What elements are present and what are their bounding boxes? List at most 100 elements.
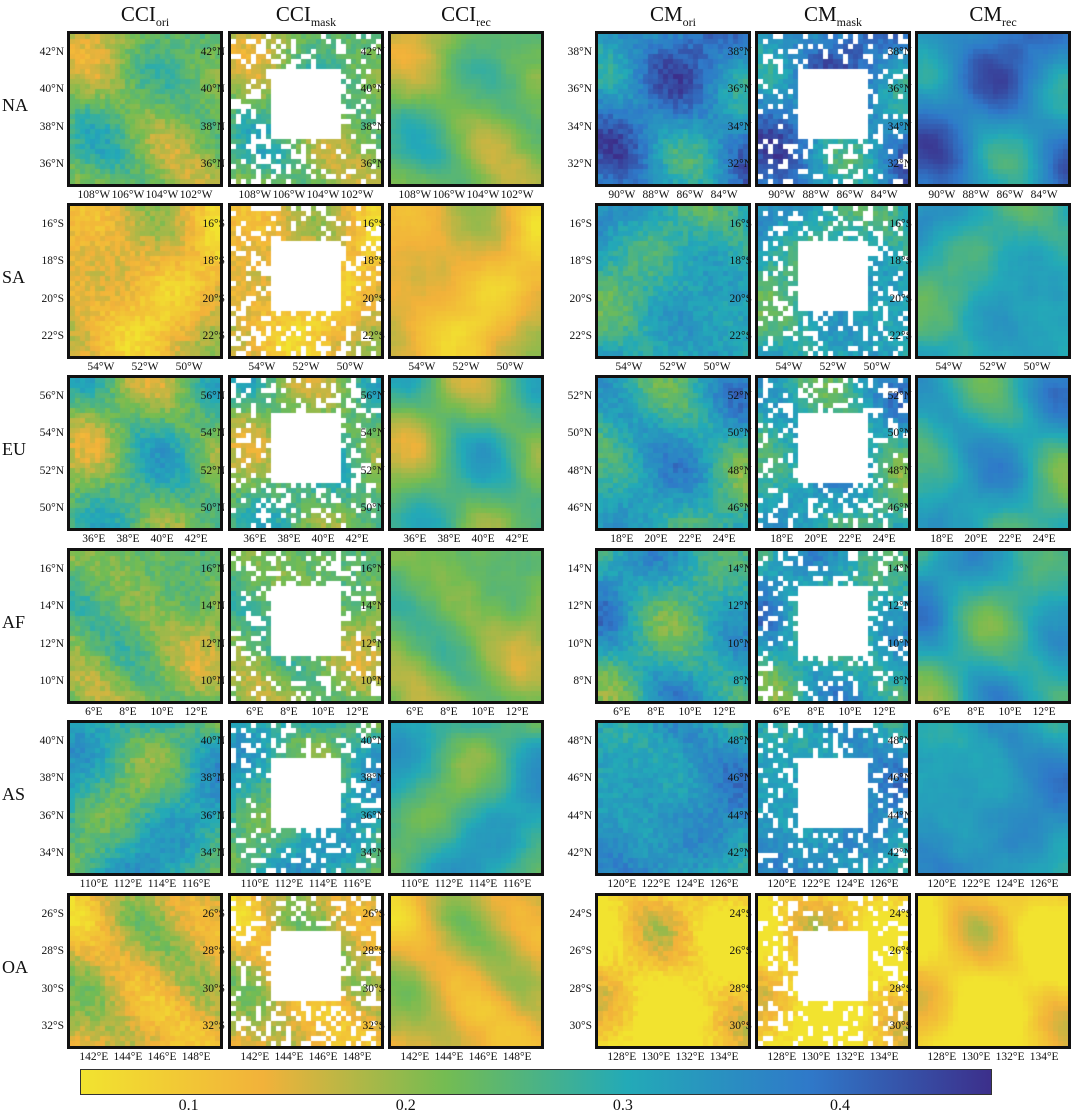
y-tick-label: 10°N xyxy=(727,637,752,650)
y-tick-label: 18°S xyxy=(362,255,386,268)
y-tick-label: 52°N xyxy=(360,464,385,477)
heatmap-na-cm-rec xyxy=(915,31,1071,187)
x-tick-label: 122°E xyxy=(961,878,991,890)
y-tick-label: 28°S xyxy=(729,982,753,995)
colorbar-tick-label: 0.3 xyxy=(612,1097,633,1114)
x-tick-label: 90°W xyxy=(608,189,636,201)
heatmap-sa-cci-rec xyxy=(388,203,544,359)
heatmap-cells xyxy=(231,551,381,701)
x-tick-label: 134°E xyxy=(1029,1051,1059,1063)
x-tick-label: 116°E xyxy=(502,878,532,890)
y-tick-label: 46°N xyxy=(567,502,592,515)
y-tick-label: 22°S xyxy=(569,330,593,343)
x-tick-label: 38°E xyxy=(277,533,301,545)
y-tick-label: 36°N xyxy=(39,158,64,171)
x-tick-label: 84°W xyxy=(710,189,738,201)
colorbar-tick-label: 0.1 xyxy=(178,1097,199,1114)
y-tick-label: 26°S xyxy=(202,907,226,920)
heatmap-as-cm-rec xyxy=(915,720,1071,876)
x-tick-label: 36°E xyxy=(243,533,267,545)
x-tick-label: 148°E xyxy=(502,1051,532,1063)
heatmap-cells xyxy=(918,378,1068,528)
y-tick-label: 30°S xyxy=(569,1020,593,1033)
y-tick-label: 26°S xyxy=(362,907,386,920)
y-tick-label: 48°N xyxy=(567,734,592,747)
x-tick-label: 8°E xyxy=(119,706,137,718)
y-tick-label: 36°N xyxy=(200,158,225,171)
x-tick-label: 104°W xyxy=(466,189,500,201)
x-tick-label: 52°W xyxy=(292,361,320,373)
x-tick-label: 86°W xyxy=(996,189,1024,201)
heatmap-as-cm-ori xyxy=(595,720,751,876)
y-tick-label: 16°S xyxy=(202,217,226,230)
y-tick-label: 46°N xyxy=(887,502,912,515)
y-tick-label: 48°N xyxy=(727,734,752,747)
x-tick-label: 52°W xyxy=(979,361,1007,373)
x-tick-label: 6°E xyxy=(933,706,951,718)
y-tick-label: 40°N xyxy=(360,83,385,96)
colorbar-tick-label: 0.4 xyxy=(830,1097,850,1114)
y-tick-label: 36°N xyxy=(360,158,385,171)
heatmap-as-cci-rec xyxy=(388,720,544,876)
x-tick-label: 132°E xyxy=(835,1051,865,1063)
x-tick-label: 22°E xyxy=(998,533,1022,545)
x-tick-label: 146°E xyxy=(468,1051,498,1063)
x-tick-label: 116°E xyxy=(181,878,211,890)
y-tick-label: 50°N xyxy=(887,427,912,440)
heatmap-cells xyxy=(918,551,1068,701)
x-tick-label: 144°E xyxy=(434,1051,464,1063)
x-tick-label: 122°E xyxy=(641,878,671,890)
heatmap-cells xyxy=(598,206,748,356)
y-tick-label: 42°N xyxy=(567,847,592,860)
x-tick-label: 40°E xyxy=(311,533,335,545)
x-tick-label: 142°E xyxy=(79,1051,109,1063)
x-tick-label: 116°E xyxy=(342,878,372,890)
heatmap-sa-cm-mask xyxy=(755,203,911,359)
y-tick-label: 42°N xyxy=(200,45,225,58)
y-tick-label: 56°N xyxy=(200,389,225,402)
y-tick-label: 44°N xyxy=(727,809,752,822)
y-tick-label: 46°N xyxy=(727,772,752,785)
y-tick-label: 14°N xyxy=(39,600,64,613)
heatmap-na-cci-mask xyxy=(228,31,384,187)
heatmap-cells xyxy=(391,723,541,873)
x-tick-label: 50°W xyxy=(175,361,203,373)
x-tick-label: 110°E xyxy=(79,878,109,890)
x-tick-label: 10°E xyxy=(998,706,1022,718)
y-tick-label: 40°N xyxy=(39,83,64,96)
x-tick-label: 54°W xyxy=(408,361,436,373)
x-tick-label: 102°W xyxy=(179,189,213,201)
x-tick-label: 88°W xyxy=(802,189,830,201)
x-tick-label: 142°E xyxy=(240,1051,270,1063)
heatmap-oa-cm-rec xyxy=(915,893,1071,1049)
column-title-base: CM xyxy=(969,2,1003,26)
heatmap-eu-cci-mask xyxy=(228,375,384,531)
y-tick-label: 52°N xyxy=(39,464,64,477)
column-title-base: CCI xyxy=(275,2,311,26)
y-tick-label: 26°S xyxy=(569,945,593,958)
heatmap-cells xyxy=(391,551,541,701)
y-tick-label: 34°N xyxy=(200,847,225,860)
heatmap-cells xyxy=(70,206,220,356)
x-tick-label: 114°E xyxy=(468,878,498,890)
colorbar-tick-label: 0.2 xyxy=(395,1097,416,1114)
y-tick-label: 18°S xyxy=(41,255,65,268)
x-tick-label: 12°E xyxy=(184,706,208,718)
x-tick-label: 6°E xyxy=(773,706,791,718)
y-tick-label: 16°S xyxy=(729,217,753,230)
y-tick-label: 20°S xyxy=(362,292,386,305)
y-tick-label: 8°N xyxy=(733,675,752,688)
y-tick-label: 40°N xyxy=(39,734,64,747)
x-tick-label: 12°E xyxy=(345,706,369,718)
heatmap-af-cci-mask xyxy=(228,548,384,704)
heatmap-af-cm-rec xyxy=(915,548,1071,704)
heatmap-cells xyxy=(391,206,541,356)
y-tick-label: 10°N xyxy=(887,637,912,650)
heatmap-cells xyxy=(598,723,748,873)
x-tick-label: 124°E xyxy=(995,878,1025,890)
heatmap-cells xyxy=(758,206,908,356)
heatmap-af-cm-mask xyxy=(755,548,911,704)
x-tick-label: 120°E xyxy=(607,878,637,890)
y-tick-label: 40°N xyxy=(200,83,225,96)
x-tick-label: 130°E xyxy=(801,1051,831,1063)
